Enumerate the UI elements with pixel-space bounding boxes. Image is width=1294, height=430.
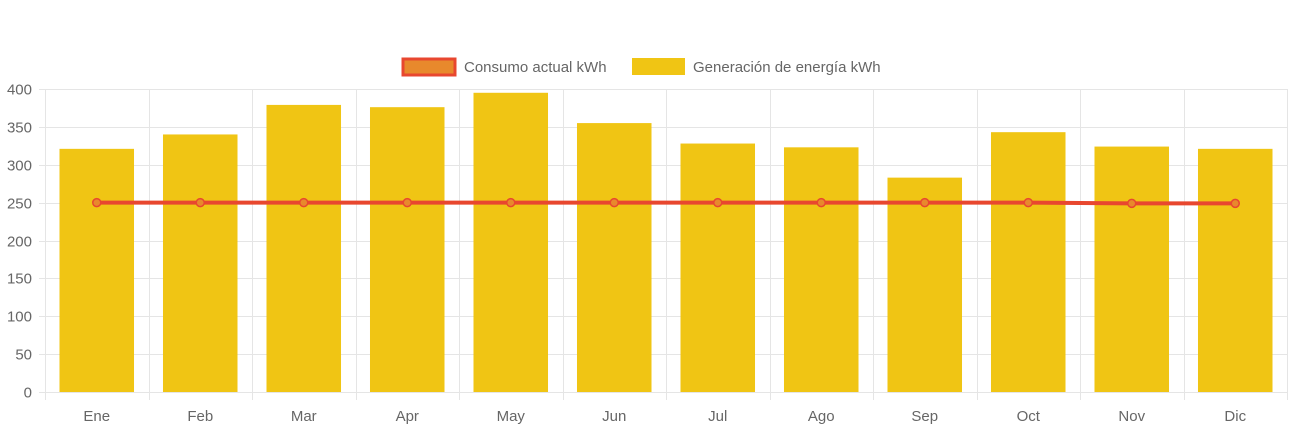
consumo-line <box>96 200 1236 206</box>
consumo-point-ago[interactable] <box>816 197 826 208</box>
consumo-point-may[interactable] <box>506 197 516 208</box>
legend-swatch-consumo[interactable] <box>401 57 457 77</box>
bar-nov[interactable] <box>1094 146 1170 392</box>
x-tick-label: Feb <box>187 408 213 425</box>
legend-label-consumo[interactable]: Consumo actual kWh <box>464 59 607 76</box>
y-tick-label: 50 <box>15 347 32 364</box>
consumo-point-feb[interactable] <box>195 197 205 208</box>
consumo-point-ene[interactable] <box>92 197 102 208</box>
line-series <box>92 197 1240 209</box>
bar-sep[interactable] <box>887 177 963 392</box>
y-axis: 0 50 100 150 200 250 300 350 400 <box>7 82 32 402</box>
bar-may[interactable] <box>473 92 549 392</box>
legend[interactable]: Consumo actual kWh Generación de energía… <box>401 57 881 77</box>
legend-label-generacion[interactable]: Generación de energía kWh <box>693 59 881 76</box>
y-tick-label: 200 <box>7 234 32 251</box>
x-tick-label: Apr <box>396 408 419 425</box>
x-tick-label: Nov <box>1118 408 1145 425</box>
bar-feb[interactable] <box>162 134 238 392</box>
consumo-point-apr[interactable] <box>402 197 412 208</box>
y-tick-label: 400 <box>7 82 32 99</box>
y-tick-label: 150 <box>7 271 32 288</box>
consumo-point-jun[interactable] <box>609 197 619 208</box>
bar-apr[interactable] <box>369 107 445 393</box>
bar-ene[interactable] <box>59 148 135 392</box>
consumo-point-jul[interactable] <box>713 197 723 208</box>
y-tick-label: 250 <box>7 196 32 213</box>
y-tick-label: 300 <box>7 158 32 175</box>
consumo-point-dic[interactable] <box>1230 198 1240 209</box>
bar-series <box>59 92 1273 393</box>
y-tick-label: 350 <box>7 120 32 137</box>
consumo-point-oct[interactable] <box>1023 197 1033 208</box>
legend-swatch-generacion[interactable] <box>632 58 685 75</box>
consumo-point-nov[interactable] <box>1127 198 1137 209</box>
consumo-point-sep[interactable] <box>920 197 930 208</box>
bar-ago[interactable] <box>783 147 859 392</box>
consumo-point-mar[interactable] <box>299 197 309 208</box>
x-tick-label: Jul <box>708 408 727 425</box>
x-tick-label: Jun <box>602 408 626 425</box>
x-tick-label: Mar <box>291 408 317 425</box>
bar-dic[interactable] <box>1197 148 1273 392</box>
bar-oct[interactable] <box>990 132 1066 393</box>
x-tick-label: Oct <box>1017 408 1041 425</box>
y-tick-label: 0 <box>24 385 32 402</box>
x-tick-label: May <box>497 408 526 425</box>
x-axis: Ene Feb Mar Apr May Jun Jul Ago Sep Oct Nov Dic <box>83 408 1246 425</box>
x-tick-label: Sep <box>911 408 938 425</box>
x-tick-label: Dic <box>1224 408 1246 425</box>
bar-jul[interactable] <box>680 143 756 392</box>
bar-jun[interactable] <box>576 123 652 393</box>
y-tick-label: 100 <box>7 309 32 326</box>
bar-mar[interactable] <box>266 104 342 392</box>
x-tick-label: Ago <box>808 408 835 425</box>
x-tick-label: Ene <box>83 408 110 425</box>
